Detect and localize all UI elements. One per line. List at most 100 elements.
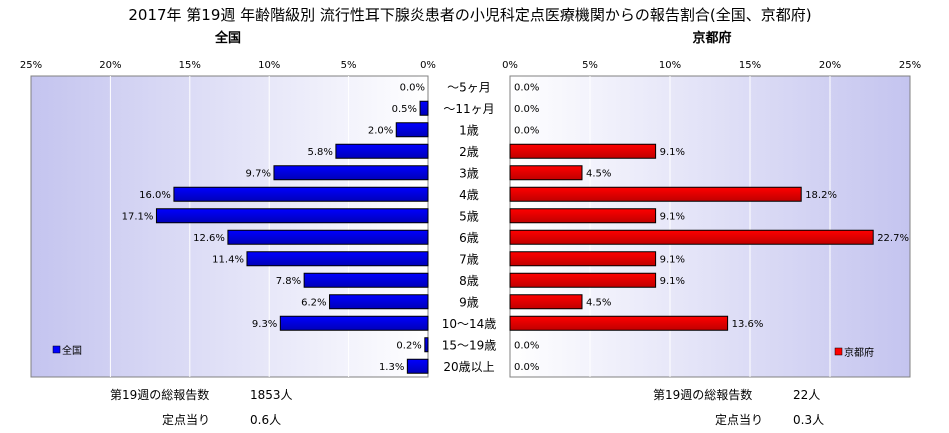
legend-right-label: 京都府	[844, 346, 874, 359]
category-label: 3歳	[459, 166, 479, 180]
category-labels: ～5ヶ月 ～11ヶ月 1歳 2歳 3歳 4歳 5歳 6歳 7歳 8歳 9歳 10～14歳 15～19歳 2…	[442, 80, 497, 374]
bar-zenkoku	[173, 186, 429, 202]
right-per-label: 定点当り	[715, 412, 763, 427]
left-tick-label: 10%	[258, 60, 280, 71]
legend-left-label: 全国	[62, 344, 82, 357]
data-label-kyoto: 0.0%	[514, 125, 539, 136]
legend-right: 京都府	[834, 346, 874, 359]
data-label-zenkoku: 16.0%	[139, 190, 171, 201]
category-label: 6歳	[459, 231, 479, 245]
category-label: ～11ヶ月	[443, 102, 494, 116]
data-label-kyoto: 13.6%	[732, 319, 764, 330]
gridlines	[109, 76, 831, 377]
bar-zenkoku	[303, 272, 429, 288]
bar-zenkoku	[155, 208, 429, 224]
legend-left-swatch	[52, 345, 61, 354]
category-label: 10～14歳	[442, 317, 497, 331]
right-panel-title: 京都府	[692, 30, 731, 46]
data-label-kyoto: 4.5%	[586, 168, 611, 179]
right-total-value: 22人	[793, 388, 820, 402]
axis-ticks: 0% 0% 5% 5% 10% 10% 15% 15% 20% 20% 25% 25%	[20, 60, 921, 71]
data-label-kyoto: 4.5%	[586, 297, 611, 308]
left-plot-area	[30, 75, 429, 378]
data-label-kyoto: 0.0%	[514, 362, 539, 373]
category-label: ～5ヶ月	[447, 80, 491, 94]
left-tick-label: 20%	[99, 60, 121, 71]
data-label-kyoto: 9.1%	[660, 254, 685, 265]
bar-kyoto	[509, 208, 657, 224]
left-tick-label: 5%	[341, 60, 357, 71]
data-label-zenkoku: 5.8%	[307, 147, 332, 158]
right-total-label: 第19週の総報告数	[653, 387, 752, 402]
bar-kyoto	[509, 143, 657, 159]
data-label-zenkoku: 0.0%	[400, 82, 425, 93]
right-tick-label: 25%	[899, 60, 921, 71]
left-tick-label: 0%	[420, 60, 436, 71]
left-total-label: 第19週の総報告数	[110, 387, 209, 402]
left-per-value: 0.6人	[250, 413, 281, 427]
data-label-zenkoku: 6.2%	[301, 297, 326, 308]
data-label-kyoto: 18.2%	[805, 190, 837, 201]
category-label: 1歳	[459, 123, 479, 137]
left-total-value: 1853人	[250, 388, 293, 402]
bar-zenkoku	[273, 165, 429, 181]
bar-zenkoku	[424, 337, 429, 353]
left-tick-label: 15%	[179, 60, 201, 71]
right-tick-label: 0%	[502, 60, 518, 71]
bar-kyoto	[509, 186, 802, 202]
category-label: 7歳	[459, 252, 479, 266]
data-label-zenkoku: 11.4%	[212, 254, 244, 265]
right-tick-label: 10%	[659, 60, 681, 71]
right-tick-label: 15%	[739, 60, 761, 71]
bar-kyoto	[509, 294, 583, 310]
data-label-kyoto: 22.7%	[877, 233, 909, 244]
data-label-kyoto: 0.0%	[514, 82, 539, 93]
bar-zenkoku	[419, 100, 429, 116]
data-label-kyoto: 0.0%	[514, 104, 539, 115]
data-label-kyoto: 9.1%	[660, 147, 685, 158]
data-label-zenkoku: 17.1%	[122, 211, 154, 222]
bar-zenkoku	[335, 143, 429, 159]
bar-zenkoku	[329, 294, 429, 310]
left-tick-label: 25%	[20, 60, 42, 71]
bars: 0.0% 0.0% 0.5% 0.0% 2.0% 0.0% 5.8% 9.1% 9.7% 4.5%…	[122, 82, 909, 374]
data-label-zenkoku: 9.7%	[246, 168, 271, 179]
left-panel-title: 全国	[214, 30, 241, 46]
right-per-value: 0.3人	[793, 413, 824, 427]
data-label-zenkoku: 7.8%	[276, 276, 301, 287]
data-label-kyoto: 9.1%	[660, 276, 685, 287]
category-label: 15～19歳	[442, 338, 497, 352]
chart-title: 2017年 第19週 年齢階級別 流行性耳下腺炎患者の小児科定点医療機関からの報…	[128, 6, 811, 24]
category-label: 5歳	[459, 209, 479, 223]
legend-right-swatch	[834, 347, 843, 356]
bar-zenkoku	[279, 315, 429, 331]
data-label-zenkoku: 9.3%	[252, 319, 277, 330]
bar-zenkoku	[395, 122, 429, 138]
bar-kyoto	[509, 272, 657, 288]
bar-kyoto	[509, 165, 583, 181]
category-label: 8歳	[459, 274, 479, 288]
category-label: 2歳	[459, 145, 479, 159]
legend-left: 全国	[52, 344, 82, 357]
bar-kyoto	[509, 229, 874, 245]
right-tick-label: 20%	[819, 60, 841, 71]
bar-kyoto	[509, 315, 729, 331]
data-label-kyoto: 9.1%	[660, 211, 685, 222]
right-plot-area	[509, 75, 911, 378]
category-label: 9歳	[459, 295, 479, 309]
data-label-zenkoku: 0.2%	[396, 340, 421, 351]
data-label-zenkoku: 1.3%	[379, 362, 404, 373]
data-label-zenkoku: 2.0%	[368, 125, 393, 136]
data-label-kyoto: 0.0%	[514, 340, 539, 351]
category-label: 20歳以上	[443, 360, 494, 374]
right-tick-label: 5%	[582, 60, 598, 71]
data-label-zenkoku: 0.5%	[392, 104, 417, 115]
bar-zenkoku	[246, 251, 429, 267]
category-label: 4歳	[459, 188, 479, 202]
left-per-label: 定点当り	[162, 412, 210, 427]
bar-kyoto	[509, 251, 657, 267]
data-label-zenkoku: 12.6%	[193, 233, 225, 244]
bar-zenkoku	[406, 358, 429, 374]
bar-zenkoku	[227, 229, 429, 245]
